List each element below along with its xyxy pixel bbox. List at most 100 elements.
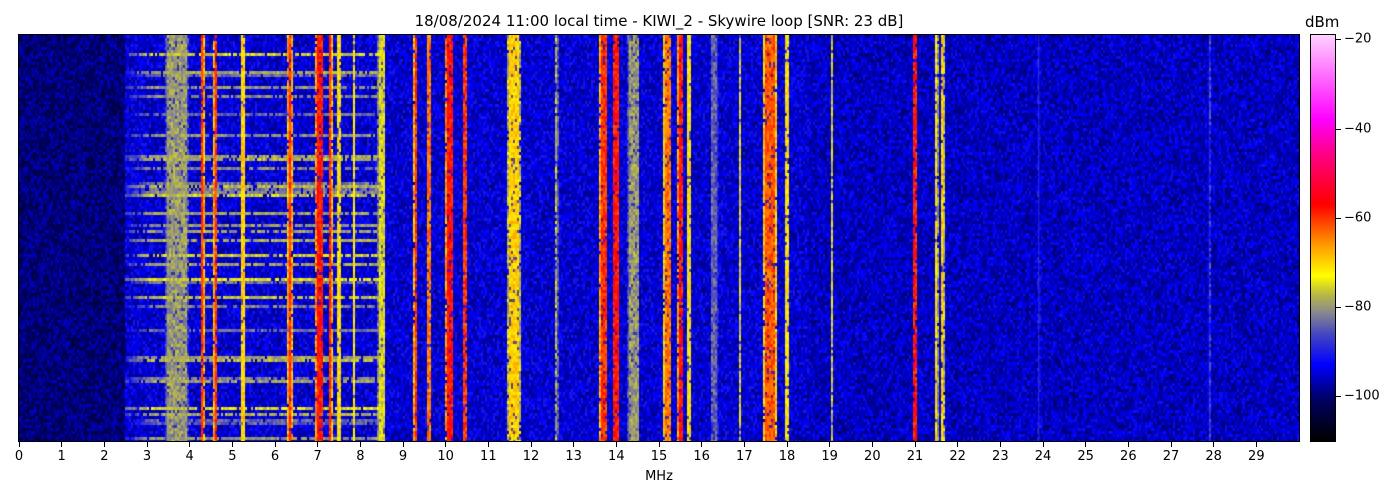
x-tick-label: 7 (313, 449, 322, 464)
colorbar-tick (1336, 217, 1341, 219)
x-tick (573, 442, 575, 447)
x-tick-label: 3 (142, 449, 152, 464)
x-tick-label: 20 (864, 449, 881, 464)
signal-15.5-mhz (678, 35, 683, 441)
signal-17.6-mhz (764, 35, 776, 441)
x-tick (786, 442, 788, 447)
x-tick-label: 24 (1034, 449, 1052, 464)
x-tick (701, 442, 703, 447)
x-tick (914, 442, 916, 447)
x-tick-label: 18 (778, 449, 796, 464)
signal-9.3-mhz (414, 35, 417, 441)
colorbar-tick (1336, 39, 1341, 41)
x-tick (445, 442, 447, 447)
x-tick (1255, 442, 1257, 447)
x-tick-label: 14 (608, 449, 625, 464)
x-tick (957, 442, 959, 447)
colorbar-tick-label: −40 (1344, 121, 1372, 137)
colorbar-unit-label: dBm (1305, 13, 1340, 31)
x-tick-label: 26 (1120, 449, 1137, 464)
signal-14.4-mhz (628, 35, 639, 441)
colorbar (1310, 34, 1336, 442)
x-tick (1213, 442, 1215, 447)
signal-15.7-mhz (687, 35, 691, 441)
signal-21.65-mhz (941, 35, 944, 441)
x-tick (1170, 442, 1172, 447)
signal-16.3-mhz (711, 35, 718, 441)
colorbar-tick (1336, 307, 1341, 309)
signal-8.5-mhz (378, 35, 385, 441)
colorbar-tick-label: −60 (1344, 210, 1372, 226)
x-tick-label: 16 (693, 449, 710, 464)
colorbar-tick-label: −20 (1344, 31, 1372, 47)
x-tick (61, 442, 63, 447)
x-tick (743, 442, 745, 447)
signal-5.25-mhz (240, 35, 246, 441)
x-tick-label: 2 (100, 449, 109, 464)
signal-7.85-mhz (352, 35, 355, 441)
x-tick (146, 442, 148, 447)
signal-4.3-mhz (201, 35, 204, 441)
signal-11.6-mhz (508, 35, 520, 441)
x-tick-label: 27 (1162, 449, 1180, 464)
heatmap-noise-floor (19, 35, 1299, 441)
x-tick-label: 4 (185, 449, 194, 464)
x-tick (615, 442, 617, 447)
x-tick-label: 8 (356, 449, 365, 464)
signal-15.2-mhz (664, 35, 671, 441)
x-tick-label: 11 (480, 449, 497, 464)
x-tick-label: 15 (650, 449, 668, 464)
x-tick (1085, 442, 1087, 447)
x-tick-label: 9 (398, 449, 408, 464)
signal-7.5-mhz (337, 35, 341, 441)
signal-6.35-mhz (288, 35, 292, 441)
x-tick (359, 442, 361, 447)
signal-13.7-mhz (600, 35, 607, 441)
x-tick-label: 0 (14, 449, 24, 464)
x-tick-label: 17 (736, 449, 753, 464)
x-tick (487, 442, 489, 447)
signal-7.3-mhz (329, 35, 332, 441)
colorbar-tick-label: −80 (1344, 299, 1372, 315)
signal-layer (166, 35, 1211, 441)
x-tick-label: 10 (437, 449, 454, 464)
signal-9.6-mhz (426, 35, 431, 441)
signal-12.6-mhz (555, 35, 558, 441)
signal-23.9-mhz (1037, 35, 1040, 441)
x-tick-label: 13 (565, 449, 582, 464)
x-tick-label: 19 (821, 449, 838, 464)
x-tick (999, 442, 1001, 447)
signal-10.45-mhz (463, 35, 467, 441)
x-tick (189, 442, 191, 447)
signal-3.7-mhz (166, 35, 188, 441)
x-tick (871, 442, 873, 447)
signal-21-mhz (913, 35, 917, 441)
x-axis-label: MHz (645, 469, 673, 484)
signal-19.05-mhz (831, 35, 833, 441)
x-tick-label: 28 (1205, 449, 1222, 464)
x-tick-label: 12 (522, 449, 540, 464)
x-tick (274, 442, 276, 447)
x-tick (18, 442, 20, 447)
x-tick (829, 442, 831, 447)
x-tick (1127, 442, 1129, 447)
x-tick (231, 442, 233, 447)
colorbar-tick (1336, 396, 1341, 398)
x-tick (530, 442, 532, 447)
signal-18-mhz (785, 35, 789, 441)
x-tick-label: 22 (949, 449, 966, 464)
x-tick-label: 1 (57, 449, 66, 464)
colorbar-tick (1336, 128, 1341, 130)
signal-16.9-mhz (739, 35, 741, 441)
x-tick-label: 21 (906, 449, 924, 464)
x-tick-label: 6 (270, 449, 280, 464)
chart-title: 18/08/2024 11:00 local time - KIWI_2 - S… (414, 12, 904, 30)
x-tick (103, 442, 105, 447)
x-tick (317, 442, 319, 447)
signal-21.5-mhz (935, 35, 938, 441)
signal-14-mhz (613, 35, 619, 441)
x-tick-label: 29 (1248, 449, 1265, 464)
signal-7.05-mhz (316, 35, 323, 441)
colorbar-tick-label: −100 (1344, 388, 1380, 404)
signal-27.9-mhz (1208, 35, 1211, 441)
